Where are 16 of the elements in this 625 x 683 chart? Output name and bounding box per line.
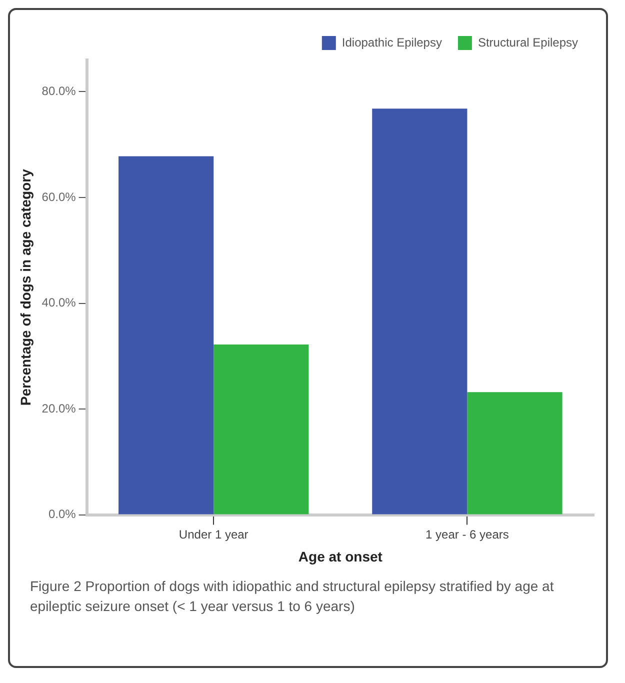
y-axis-title: Percentage of dogs in age category — [17, 168, 34, 406]
y-tick-label: 20.0% — [42, 401, 76, 416]
caption: Figure 2 Proportion of dogs with idiopathic and structural epilepsy stratified by age at epileptic seizure onset (< 1 year versus 1 to 6 years) — [30, 577, 555, 616]
y-tick-label: 40.0% — [42, 296, 76, 310]
bar — [467, 392, 562, 514]
y-tick-label: 60.0% — [42, 190, 76, 204]
bar — [372, 108, 468, 514]
x-axis-title: Age at onset — [298, 548, 383, 564]
bar — [118, 156, 214, 514]
legend-label: Idiopathic Epilepsy — [342, 35, 442, 50]
bar — [214, 344, 309, 514]
y-tick-label: 80.0% — [42, 84, 76, 98]
y-tick-label: 0.0% — [48, 507, 76, 522]
x-tick-label: 1 year - 6 years — [426, 527, 509, 542]
x-tick-label: Under 1 year — [178, 527, 248, 542]
legend-label: Structural Epilepsy — [478, 35, 578, 50]
